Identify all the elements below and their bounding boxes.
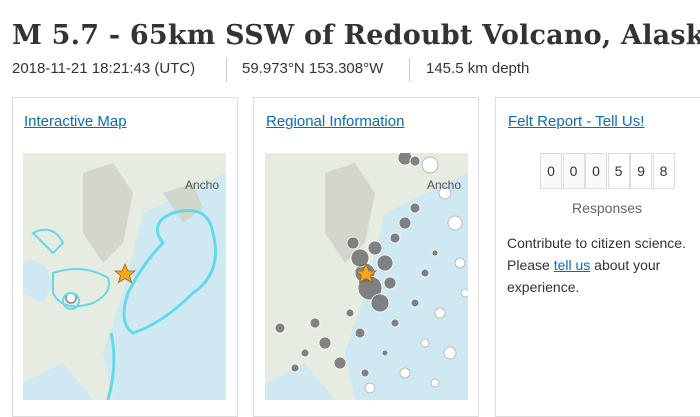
felt-report-link[interactable]: Felt Report - Tell Us! [508, 113, 645, 130]
regional-map[interactable]: Ancho [265, 153, 468, 400]
map-label: Ancho [427, 178, 461, 192]
counter-digit: 0 [540, 153, 562, 189]
counter-digit: 9 [630, 153, 652, 189]
interactive-map-link[interactable]: Interactive Map [24, 113, 127, 130]
counter-digit: 5 [607, 153, 630, 189]
event-depth: 145.5 km depth [426, 60, 530, 77]
event-location: 59.973°N 153.308°W [242, 60, 384, 77]
separator [409, 58, 410, 82]
page: M 5.7 - 65km SSW of Redoubt Volcano, Ala… [12, 20, 700, 417]
body-text: about your [594, 257, 661, 273]
event-title: M 5.7 - 65km SSW of Redoubt Volcano, Ala… [12, 20, 700, 51]
event-time: 2018-11-21 18:21:43 (UTC) [12, 60, 196, 77]
body-text-line: Please tell us about your [507, 257, 660, 273]
interactive-map[interactable]: Ancho [23, 153, 226, 400]
counter-digit: 0 [585, 153, 607, 189]
body-text: Contribute to citizen science. [507, 235, 686, 251]
counter-digit: 0 [562, 153, 585, 189]
counter-digit: 8 [652, 153, 675, 189]
body-text: experience. [507, 279, 580, 295]
counter-label: Responses [572, 200, 643, 216]
body-text: Please [507, 257, 550, 273]
tell-us-link[interactable]: tell us [553, 257, 591, 273]
regional-info-link[interactable]: Regional Information [266, 113, 405, 130]
separator [226, 58, 227, 82]
map-label: Ancho [185, 178, 219, 192]
